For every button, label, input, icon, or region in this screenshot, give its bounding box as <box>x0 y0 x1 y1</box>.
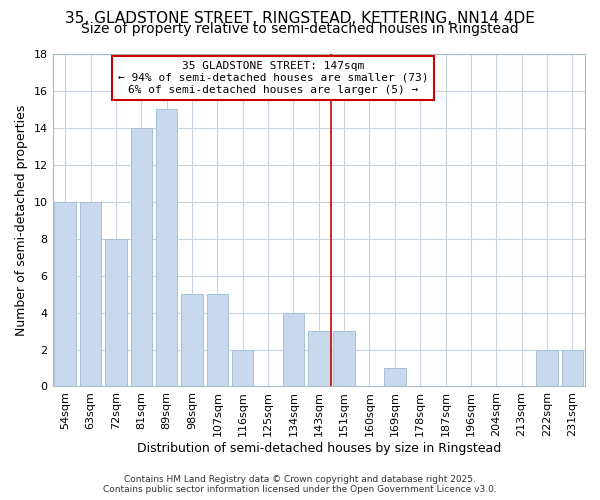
Bar <box>131 128 152 386</box>
Bar <box>55 202 76 386</box>
Text: 35 GLADSTONE STREET: 147sqm
← 94% of semi-detached houses are smaller (73)
6% of: 35 GLADSTONE STREET: 147sqm ← 94% of sem… <box>118 62 428 94</box>
Bar <box>536 350 558 387</box>
Bar <box>562 350 583 387</box>
Bar <box>283 312 304 386</box>
Bar <box>334 331 355 386</box>
Bar <box>156 110 178 386</box>
Bar <box>232 350 253 387</box>
Bar <box>308 331 329 386</box>
Text: Contains HM Land Registry data © Crown copyright and database right 2025.
Contai: Contains HM Land Registry data © Crown c… <box>103 474 497 494</box>
Bar <box>181 294 203 386</box>
Text: Size of property relative to semi-detached houses in Ringstead: Size of property relative to semi-detach… <box>81 22 519 36</box>
Bar <box>384 368 406 386</box>
Bar <box>206 294 228 386</box>
Bar <box>105 238 127 386</box>
Text: 35, GLADSTONE STREET, RINGSTEAD, KETTERING, NN14 4DE: 35, GLADSTONE STREET, RINGSTEAD, KETTERI… <box>65 11 535 26</box>
Bar <box>80 202 101 386</box>
Y-axis label: Number of semi-detached properties: Number of semi-detached properties <box>15 104 28 336</box>
X-axis label: Distribution of semi-detached houses by size in Ringstead: Distribution of semi-detached houses by … <box>137 442 501 455</box>
